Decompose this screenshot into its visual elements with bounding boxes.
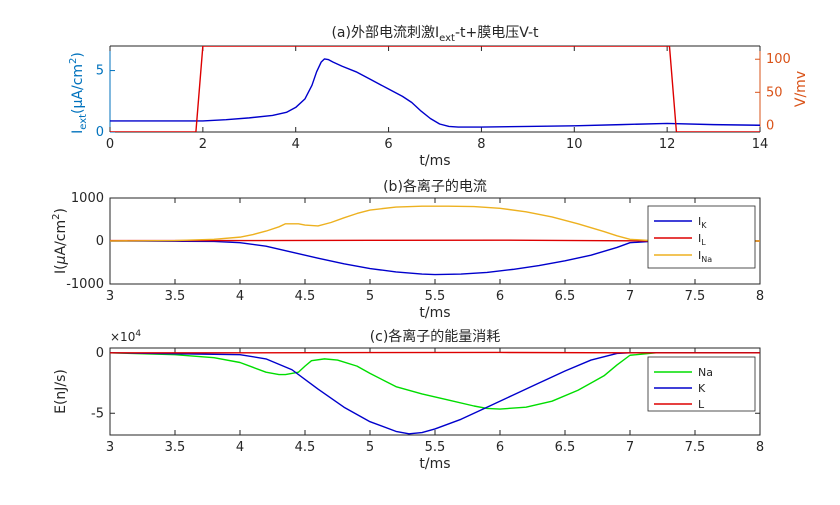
x-tick-label: 4 bbox=[236, 440, 244, 455]
y-tick-label-right: 0 bbox=[766, 118, 774, 133]
y-axis-label-left: Iext(μA/cm2) bbox=[68, 52, 89, 134]
ylabel-unit: A/cm bbox=[53, 220, 69, 256]
ylabel-sup: 2 bbox=[51, 213, 62, 219]
exponent-base: ×10 bbox=[110, 330, 135, 344]
x-tick-label: 0 bbox=[106, 137, 114, 152]
legend-box bbox=[647, 205, 756, 269]
x-tick-label: 5.5 bbox=[425, 440, 446, 455]
title-rest: -t+膜电压V-t bbox=[455, 25, 539, 41]
x-axis-label: t/ms bbox=[419, 305, 450, 321]
x-tick-label: 12 bbox=[659, 137, 676, 152]
ylabel-sup: 2 bbox=[68, 58, 79, 64]
legend-sub: Na bbox=[701, 255, 712, 264]
x-tick-label: 4 bbox=[292, 137, 300, 152]
y-tick-label: 0 bbox=[96, 346, 104, 361]
legend-entry-na: Na bbox=[698, 366, 713, 379]
x-tick-label: 8 bbox=[756, 289, 764, 304]
legend-entry-k: K bbox=[698, 382, 706, 395]
x-tick-label: 5.5 bbox=[425, 289, 446, 304]
y-axis-label: I(μA/cm2) bbox=[51, 208, 69, 274]
ylabel-unit: (μA/cm bbox=[70, 64, 86, 114]
y-tick-label: -5 bbox=[91, 406, 104, 421]
x-tick-label: 6 bbox=[496, 440, 504, 455]
legend-sub: L bbox=[701, 238, 706, 247]
y-axis-label-right: V/mv bbox=[793, 71, 809, 107]
x-tick-label: 6 bbox=[496, 289, 504, 304]
x-tick-label: 6 bbox=[384, 137, 392, 152]
legend-base: K bbox=[698, 382, 706, 395]
ylabel-sub: ext bbox=[78, 114, 89, 130]
legend-base: L bbox=[698, 398, 705, 411]
y-tick-label: -1000 bbox=[66, 277, 104, 292]
series-line-k bbox=[110, 352, 760, 435]
y-tick-label: 1000 bbox=[71, 191, 104, 206]
ylabel-pre: I( bbox=[53, 264, 69, 274]
panel-b: 3 3.5 4 4.5 5 5.5 6 6.5 7 7.5 8t/ms-100001000I(μA/… bbox=[51, 178, 764, 321]
x-axis-label: t/ms bbox=[419, 153, 450, 169]
panel-title: (b)各离子的电流 bbox=[383, 178, 487, 195]
series-line-ik bbox=[110, 240, 760, 276]
x-tick-label: 7 bbox=[626, 289, 634, 304]
legend-entry-l: L bbox=[698, 398, 705, 411]
title-main: (a)外部电流刺激I bbox=[331, 24, 439, 41]
x-tick-label: 4.5 bbox=[295, 289, 316, 304]
legend-sub: K bbox=[701, 221, 707, 230]
series-line-ina bbox=[110, 205, 760, 242]
ylabel-close: ) bbox=[53, 208, 69, 213]
legend-entry-il: IL bbox=[698, 232, 706, 247]
y-exponent-label: ×104 bbox=[110, 329, 141, 344]
legend-box bbox=[647, 356, 756, 412]
panel-a: 0 2 4 6 8 10 12 14t/ms05050100Iext(μA/cm2)V/mv(… bbox=[68, 24, 809, 169]
ylabel-close: ) bbox=[70, 52, 86, 57]
x-tick-label: 5 bbox=[366, 440, 374, 455]
legend: Na KL bbox=[647, 356, 756, 412]
x-tick-label: 3.5 bbox=[165, 440, 186, 455]
x-tick-label: 8 bbox=[477, 137, 485, 152]
y-tick-label: 0 bbox=[96, 234, 104, 249]
series-line-na bbox=[110, 352, 760, 410]
legend-entry-ik: IK bbox=[698, 215, 707, 230]
legend-base: I bbox=[698, 232, 701, 245]
x-tick-label: 8 bbox=[756, 440, 764, 455]
x-tick-label: 4 bbox=[236, 289, 244, 304]
legend-base: I bbox=[698, 215, 701, 228]
ylabel-text: E(nJ/s) bbox=[53, 369, 69, 414]
x-axis-label: t/ms bbox=[419, 456, 450, 472]
x-tick-label: 6.5 bbox=[555, 440, 576, 455]
exponent-sup: 4 bbox=[135, 329, 141, 339]
x-tick-label: 4.5 bbox=[295, 440, 316, 455]
x-tick-label: 3.5 bbox=[165, 289, 186, 304]
x-tick-label: 6.5 bbox=[555, 289, 576, 304]
panel-title: (c)各离子的能量消耗 bbox=[370, 328, 501, 345]
title-sub: ext bbox=[439, 33, 455, 44]
ylabel-mu: μ bbox=[53, 255, 69, 265]
legend-entry-ina: INa bbox=[698, 249, 712, 264]
y-tick-label-left: 0 bbox=[96, 125, 104, 140]
y-tick-label-left: 5 bbox=[96, 64, 104, 79]
x-tick-label: 7.5 bbox=[685, 289, 706, 304]
panel-c: 3 3.5 4 4.5 5 5.5 6 6.5 7 7.5 8 t/ms -5 0 E(nJ/s) (c)各离… bbox=[53, 328, 764, 472]
x-tick-label: 7.5 bbox=[685, 440, 706, 455]
ylabel-base: I bbox=[70, 130, 86, 134]
panel-title: (a)外部电流刺激Iext-t+膜电压V-t bbox=[331, 24, 539, 44]
x-tick-label: 7 bbox=[626, 440, 634, 455]
x-tick-label: 5 bbox=[366, 289, 374, 304]
x-tick-label: 14 bbox=[752, 137, 769, 152]
x-tick-label: 2 bbox=[199, 137, 207, 152]
y-axis-label: E(nJ/s) bbox=[53, 369, 69, 414]
series-line-v bbox=[110, 46, 760, 132]
x-tick-label: 3 bbox=[106, 289, 114, 304]
x-tick-label: 10 bbox=[566, 137, 583, 152]
y-tick-label-right: 100 bbox=[766, 52, 791, 67]
series-line-iext bbox=[110, 58, 760, 128]
legend-base: I bbox=[698, 249, 701, 262]
legend-base: Na bbox=[698, 366, 713, 379]
x-tick-label: 3 bbox=[106, 440, 114, 455]
y-tick-label-right: 50 bbox=[766, 85, 783, 100]
